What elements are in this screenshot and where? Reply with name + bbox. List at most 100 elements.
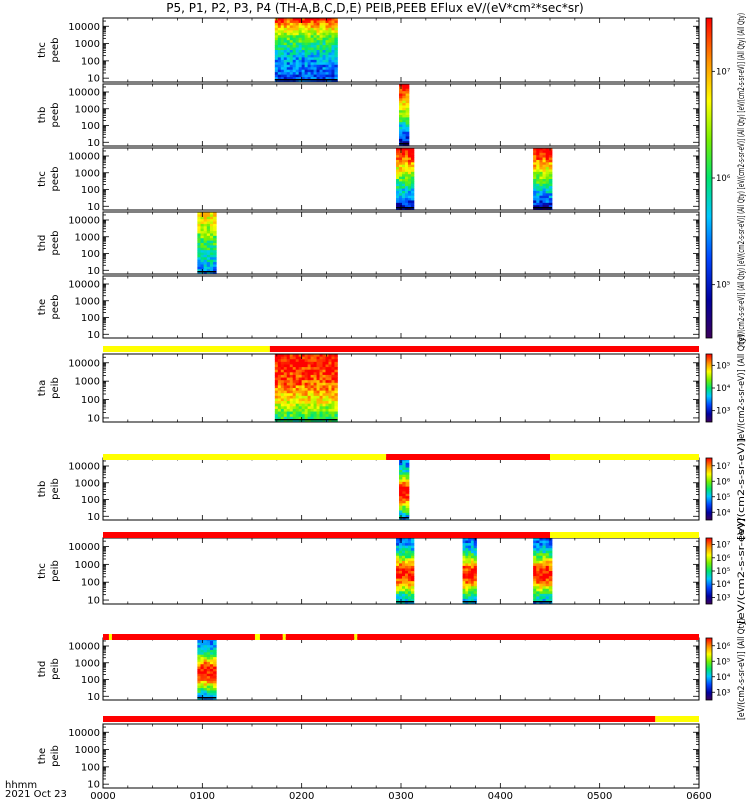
heatmap-cell [536, 588, 540, 592]
heatmap-cell [200, 688, 205, 691]
heatmap-cell [548, 183, 553, 187]
heatmap-cell [213, 245, 217, 249]
heatmap-cell [545, 563, 550, 567]
heatmap-cell [334, 47, 338, 51]
heatmap-cell [203, 676, 208, 679]
heatmap-cell [404, 576, 409, 580]
heatmap-cell [304, 414, 309, 418]
heatmap-cell [331, 390, 335, 394]
heatmap-cell [533, 195, 537, 199]
heatmap-cell [277, 62, 282, 66]
heatmap-cell [316, 35, 320, 39]
heatmap-cell [402, 143, 407, 147]
heatmap-cell [292, 77, 297, 80]
heatmap-cell [545, 543, 550, 547]
heatmap-cell [399, 467, 403, 471]
heatmap-cell [280, 382, 285, 386]
heatmap-cell [289, 416, 294, 420]
heatmap-cell [304, 388, 309, 392]
heatmap-cell [280, 416, 285, 420]
heatmap-cell [402, 460, 407, 464]
heatmap-cell [410, 150, 415, 154]
heatmap-cell [325, 403, 329, 407]
heatmap-cell [203, 257, 208, 261]
heatmap-cell [548, 598, 553, 602]
heatmap-cell [274, 20, 279, 24]
heatmap-cell [325, 64, 329, 68]
heatmap-cell [213, 269, 217, 273]
heatmap-cell [319, 385, 323, 389]
heatmap-cell [407, 171, 412, 175]
heatmap-cell [209, 245, 214, 249]
heatmap-cell [399, 186, 403, 189]
heatmap-cell [203, 245, 208, 249]
heatmap-cell [301, 57, 306, 61]
heatmap-cell [286, 42, 291, 46]
heatmap-cell [410, 188, 415, 192]
heatmap-cell [277, 59, 282, 63]
heatmap-cell [283, 401, 288, 405]
heatmap-cell [399, 119, 403, 123]
heatmap-cell [200, 649, 205, 653]
heatmap-cell [295, 367, 300, 371]
heatmap-cell [298, 385, 303, 389]
heatmap-cell [301, 364, 306, 368]
heatmap-cell [307, 72, 312, 76]
heatmap-cell [465, 548, 469, 552]
heatmap-cell [545, 181, 550, 185]
heatmap-cell [334, 69, 338, 73]
heatmap-cell [283, 57, 288, 61]
heatmap-cell [200, 254, 205, 258]
heatmap-cell [542, 568, 547, 572]
heatmap-cell [274, 54, 279, 58]
heatmap-cell [301, 35, 306, 39]
heatmap-cell [545, 174, 550, 178]
heatmap-cell [405, 122, 410, 125]
heatmap-cell [533, 167, 537, 170]
heatmap-cell [289, 18, 294, 21]
heatmap-cell [283, 416, 288, 420]
colorbar-label: [eV/(cm2-s-sr-eV)] (All Qty) [737, 618, 747, 720]
heatmap-cell [213, 233, 217, 237]
heatmap-cell [319, 35, 323, 39]
heatmap-cell [405, 141, 410, 145]
heatmap-cell [295, 411, 300, 415]
heatmap-cell [328, 411, 332, 415]
heatmap-cell [533, 565, 537, 569]
heatmap-cell [410, 596, 415, 600]
heatmap-cell [331, 403, 335, 407]
heatmap-cell [405, 493, 410, 497]
heatmap-cell [200, 247, 205, 251]
heatmap-cell [292, 416, 297, 420]
heatmap-cell [213, 250, 217, 253]
heatmap-cell [200, 673, 205, 677]
chart-title: P5, P1, P2, P3, P4 (TH-A,B,C,D,E) PEIB,P… [166, 1, 584, 15]
heatmap-cell [286, 369, 291, 373]
heatmap-cell [396, 558, 400, 562]
heatmap-cell [462, 543, 466, 547]
heatmap-cell [295, 37, 300, 41]
heatmap-cell [325, 59, 329, 63]
heatmap-cell [274, 388, 279, 392]
heatmap-cell [545, 576, 550, 580]
heatmap-cell [292, 356, 297, 360]
heatmap-cell [539, 588, 543, 592]
heatmap-cell [213, 212, 217, 215]
heatmap-cell [539, 593, 543, 597]
heatmap-cell [213, 243, 217, 246]
heatmap-cell [197, 666, 201, 670]
heatmap-cell [213, 664, 217, 668]
heatmap-cell [301, 47, 306, 51]
heatmap-cell [307, 411, 312, 415]
heatmap-cell [213, 659, 217, 663]
heatmap-cell [539, 207, 543, 211]
heatmap-cell [539, 152, 543, 156]
heatmap-cell [462, 540, 466, 544]
heatmap-cell [313, 406, 317, 410]
heatmap-cell [316, 25, 320, 29]
heatmap-cell [331, 54, 335, 58]
heatmap-cell [213, 257, 217, 261]
heatmap-cell [213, 264, 217, 268]
heatmap-cell [548, 538, 553, 541]
heatmap-cell [334, 361, 338, 365]
